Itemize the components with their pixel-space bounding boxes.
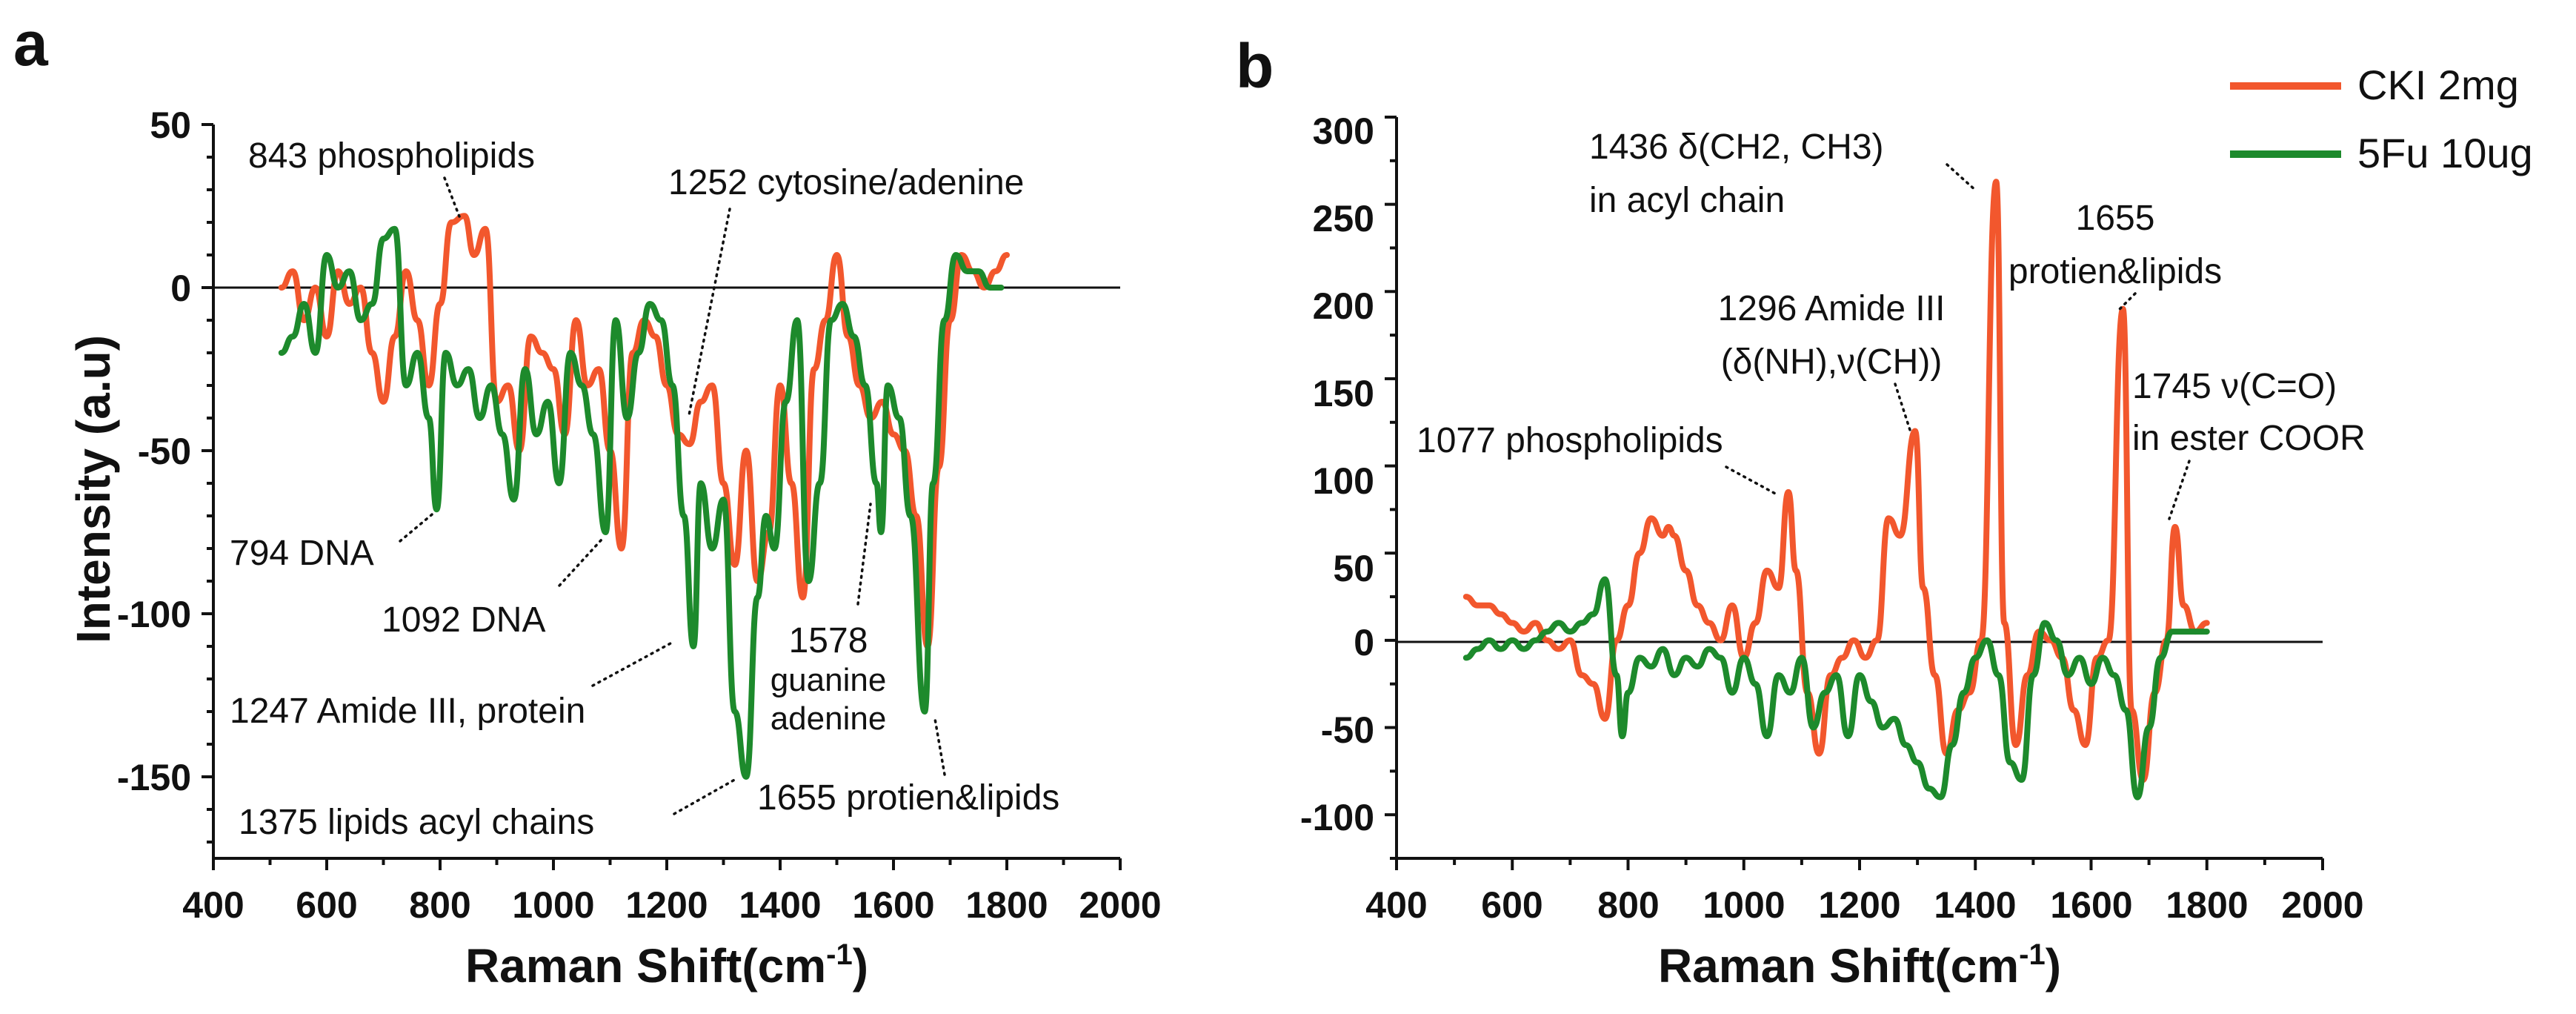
panel-b-letter: b: [1236, 31, 1274, 101]
annotation-1578-leader: [856, 503, 872, 606]
panel-b-xtick-label: 1200: [1818, 884, 1900, 926]
panel-b-series-cki: [1462, 179, 2210, 783]
annotation-1375-leader: [673, 777, 739, 815]
annotation-1247-leader: [591, 642, 672, 687]
annotation-1745-leader: [2168, 460, 2191, 520]
panel-a-xtick-label: 600: [296, 884, 357, 926]
annotation-794-leader: [399, 510, 437, 543]
panel-b-xtick-label: 1800: [2166, 884, 2248, 926]
panel-a-series-5fu: [278, 225, 1005, 780]
annotation-1436-leader: [1946, 163, 1978, 193]
panel-a-ytick-label: -50: [138, 431, 191, 472]
panel-a-xtick-label: 1400: [739, 884, 821, 926]
panel-a-xtick-label: 1800: [965, 884, 1048, 926]
annotation-1375-lipids-acyl-chains: 1375 lipids acyl chains: [239, 803, 594, 842]
panel-b-xtick-label: 1400: [1934, 884, 2016, 926]
annotation-1745-line1: 1745 ν(C=O): [2132, 367, 2337, 406]
panel-a-series-cki: [278, 213, 1010, 649]
annotation-1252-cytosine-adenine: 1252 cytosine/adenine: [668, 163, 1024, 202]
annotation-1745-line2: in ester COOR: [2132, 419, 2366, 458]
annotation-1655b-line1: 1655: [2076, 199, 2155, 238]
panel-a-xtick-label: 2000: [1079, 884, 1161, 926]
panel-a-letter: a: [13, 9, 49, 79]
annotation-1655b-line2: protien&lipids: [2008, 252, 2222, 291]
panel-b-series-5fu: [1462, 576, 2210, 801]
panel-b-xtick-label: 600: [1481, 884, 1542, 926]
panel-a-ytick-label: 0: [170, 268, 191, 309]
panel-a-chart: a 400 600 800 1000 1200 1400 1600 1800 2…: [13, 9, 1162, 993]
panel-b-ytick-label: -100: [1300, 797, 1374, 838]
panel-a-ticks: [202, 123, 1122, 870]
annotation-1578-adenine: adenine: [771, 700, 887, 737]
panel-a-xtick-label: 800: [409, 884, 470, 926]
panel-a-xtick-label: 400: [182, 884, 244, 926]
panel-a-xtick-label: 1600: [852, 884, 934, 926]
annotation-1436-line1: 1436 δ(CH2, CH3): [1589, 127, 1884, 167]
panel-b-ytick-label: 200: [1313, 285, 1374, 327]
panel-b-ytick-label: 100: [1313, 460, 1374, 502]
panel-a-ytick-label: -150: [117, 757, 191, 798]
panel-b-xtick-label: 1000: [1703, 884, 1785, 926]
annotation-1296-line1: 1296 Amide III: [1718, 289, 1946, 328]
annotation-1655-leader: [933, 718, 946, 776]
annotation-1578-label: 1578: [789, 621, 868, 660]
panel-b-ytick-label: 300: [1313, 110, 1374, 152]
annotation-1092-leader: [558, 538, 603, 587]
panel-b-ytick-label: 250: [1313, 198, 1374, 239]
panel-b-x-axis-title: Raman Shift(cm-1): [1658, 938, 2061, 993]
annotation-1655b-leader: [2116, 292, 2137, 313]
annotation-1655-protein-lipids: 1655 protien&lipids: [757, 778, 1059, 818]
panel-b-ytick-label: 50: [1333, 548, 1374, 589]
annotation-1252-leader: [688, 208, 731, 417]
annotation-1436-line2: in acyl chain: [1589, 181, 1785, 220]
legend-label-5fu: 5Fu 10ug: [2357, 130, 2533, 176]
panel-b-xtick-label: 1600: [2050, 884, 2132, 926]
annotation-1092-dna: 1092 DNA: [382, 600, 545, 640]
annotation-1247-amide-iii-protein: 1247 Amide III, protein: [230, 692, 585, 731]
panel-b-ticks: [1385, 116, 2324, 870]
annotation-1578-guanine: guanine: [771, 662, 887, 698]
panel-b-ytick-label: 0: [1354, 622, 1374, 663]
panel-b-ytick-label: 150: [1313, 373, 1374, 414]
annotation-794-dna: 794 DNA: [230, 534, 374, 573]
panel-b-xtick-label: 400: [1365, 884, 1427, 926]
panel-b-legend: CKI 2mg 5Fu 10ug: [2230, 62, 2533, 176]
panel-a-y-axis-title: Intensity (a.u): [67, 335, 120, 643]
panel-b-xtick-label: 2000: [2281, 884, 2363, 926]
panel-b-xtick-label: 800: [1597, 884, 1659, 926]
annotation-1296-line2: (δ(NH),ν(CH)): [1721, 342, 1943, 382]
panel-a-xtick-label: 1200: [625, 884, 708, 926]
panel-a-x-axis-title: Raman Shift(cm-1): [465, 938, 868, 993]
annotation-843-phospholipids: 843 phospholipids: [248, 136, 535, 176]
annotation-1077-leader: [1725, 465, 1780, 497]
annotation-843-leader: [443, 176, 461, 218]
panel-b-chart: b 400 600 800 1000 1200 1400 1600 1800 2…: [1236, 31, 2533, 993]
panel-a-ytick-label: -100: [117, 594, 191, 635]
panel-a-ytick-label: 50: [150, 105, 191, 146]
annotation-1296-leader: [1894, 382, 1911, 431]
panel-b-ytick-label: -50: [1321, 709, 1374, 751]
panel-a-xtick-label: 1000: [512, 884, 594, 926]
legend-label-cki: CKI 2mg: [2357, 62, 2519, 108]
annotation-1077-phospholipids: 1077 phospholipids: [1417, 421, 1723, 460]
